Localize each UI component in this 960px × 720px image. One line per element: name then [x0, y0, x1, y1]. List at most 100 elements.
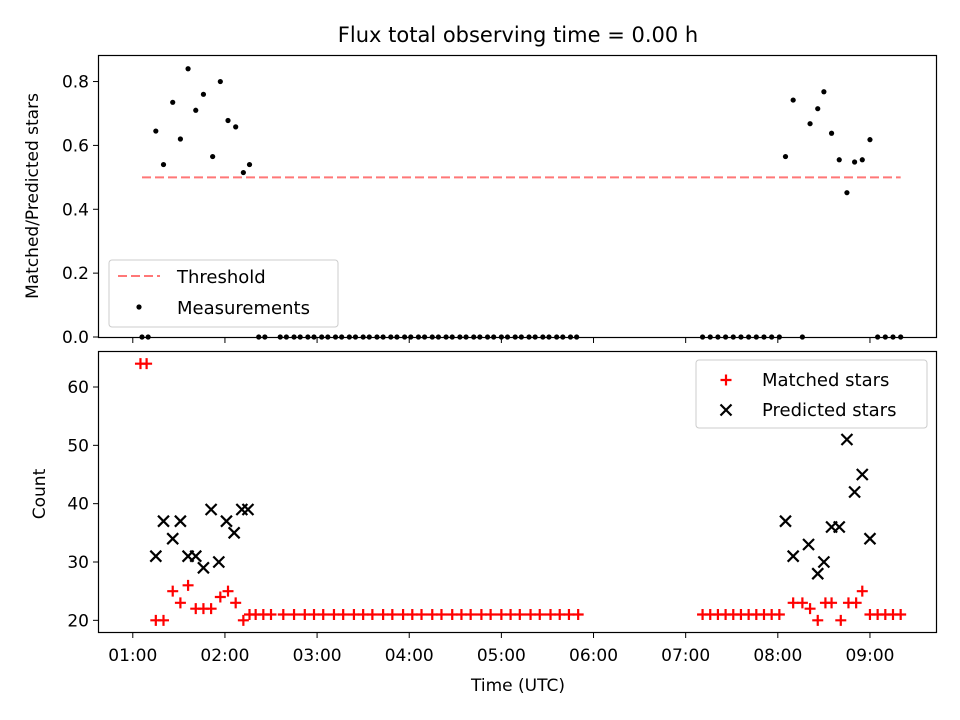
predicted-star-point — [157, 514, 170, 528]
bottom-y-tick-label: 60 — [67, 378, 89, 398]
matched-legend-label: Matched stars — [762, 370, 889, 391]
matched-star-point — [337, 609, 349, 620]
matched-star-point — [141, 358, 153, 370]
x-axis-label: Time (UTC) — [470, 676, 565, 696]
predicted-star-point — [241, 503, 255, 516]
measurement-point — [828, 130, 835, 136]
matched-star-point — [826, 597, 838, 609]
predicted-legend-label: Predicted stars — [762, 400, 896, 421]
matched-star-point — [366, 609, 378, 620]
top-y-tick-label: 0.6 — [62, 136, 89, 156]
measurement-point — [233, 124, 239, 130]
matched-star-point — [416, 609, 428, 620]
predicted-star-point — [779, 514, 792, 528]
predicted-star-point — [802, 538, 815, 551]
top-y-tick-label: 0.0 — [62, 328, 89, 348]
predicted-star-point — [786, 549, 800, 563]
top-y-axis-label: Matched/Predicted stars — [23, 93, 43, 299]
x-tick-label: 07:00 — [661, 646, 710, 666]
predicted-star-point — [840, 433, 854, 446]
x-tick-label: 02:00 — [200, 646, 249, 666]
matched-star-point — [455, 609, 467, 620]
matched-star-point — [835, 614, 847, 626]
matched-star-point — [317, 609, 329, 620]
measurement-point — [153, 128, 159, 134]
chart-title: Flux total observing time = 0.00 h — [338, 23, 698, 47]
bottom-x-ticks: 01:00 02:00 03:00 04:00 05:00 06:00 07:00 08:00… — [108, 632, 894, 666]
bottom-axes-frame — [97, 350, 938, 634]
matched-star-point — [377, 609, 389, 620]
matched-star-point — [534, 609, 546, 620]
matched-star-point — [167, 585, 179, 597]
bottom-y-axis-label: Count — [30, 468, 50, 519]
matched-star-point — [426, 609, 438, 620]
measurement-point — [782, 153, 789, 160]
matched-star-point — [435, 609, 447, 620]
predicted-star-point — [817, 555, 831, 569]
measurements-legend-label: Measurements — [177, 298, 310, 319]
predicted-star-point — [174, 514, 187, 528]
measurement-point — [867, 137, 873, 143]
matched-star-point — [205, 603, 217, 615]
bottom-y-tick-label: 40 — [67, 495, 89, 515]
measurement-point — [185, 66, 191, 72]
matched-star-point — [265, 609, 277, 620]
predicted-star-point — [863, 532, 877, 545]
predicted-star-point — [227, 526, 241, 540]
matched-star-point — [348, 609, 360, 620]
predicted-star-point — [235, 503, 249, 516]
measurement-point — [836, 157, 842, 163]
matched-star-point — [495, 609, 507, 620]
matched-star-point — [230, 597, 242, 609]
x-tick-label: 04:00 — [385, 646, 434, 666]
measurement-point — [240, 169, 246, 176]
top-legend: Threshold Measurements — [108, 259, 339, 328]
matched-star-point — [554, 609, 566, 620]
predicted-star-point — [197, 561, 210, 575]
bottom-panel: 20 30 40 50 60 01:00 02:00 03:00 04:00 05:00 06:0… — [30, 350, 938, 696]
predicted-star-point — [166, 532, 179, 545]
predicted-star-point — [212, 555, 226, 569]
matched-star-point — [465, 609, 477, 620]
matched-star-point — [237, 614, 249, 626]
matched-star-point — [525, 609, 537, 620]
matched-star-point — [182, 579, 194, 591]
bottom-legend-box — [695, 359, 928, 429]
matched-star-point — [328, 609, 340, 620]
predicted-star-point — [832, 520, 846, 534]
matched-star-point — [895, 609, 907, 620]
top-y-tick-label: 0.2 — [62, 264, 89, 284]
x-tick-label: 05:00 — [477, 646, 526, 666]
bottom-plot-area — [134, 358, 907, 626]
measurement-point — [225, 117, 231, 124]
x-tick-label: 06:00 — [569, 646, 618, 666]
measurement-point — [859, 157, 865, 163]
bottom-y-tick-label: 50 — [67, 436, 89, 456]
top-y-tick-label: 0.8 — [62, 73, 89, 93]
matched-star-point — [299, 609, 311, 620]
x-tick-label: 03:00 — [293, 646, 342, 666]
top-legend-box — [108, 259, 339, 328]
measurement-point — [844, 190, 850, 196]
predicted-star-point — [204, 503, 218, 516]
top-panel: 0.00.20.40.60.8 Matched/Predicted stars … — [23, 54, 938, 348]
matched-star-point — [308, 609, 320, 620]
matched-star-point — [787, 597, 799, 609]
matched-star-point — [796, 597, 808, 609]
matched-star-point — [485, 609, 497, 620]
measurement-point — [821, 89, 827, 95]
predicted-star-point — [149, 549, 163, 563]
measurement-point — [807, 121, 813, 127]
measurement-point — [217, 78, 223, 85]
matched-star-point — [222, 585, 234, 597]
x-tick-label: 09:00 — [845, 646, 894, 666]
matched-star-point — [386, 609, 398, 620]
matched-star-point — [288, 609, 300, 620]
matched-star-point — [174, 597, 186, 609]
predicted-star-point — [189, 549, 203, 563]
top-y-ticks: 0.0 0.2 0.4 0.6 0.8 — [62, 73, 99, 348]
matched-star-point — [850, 597, 862, 609]
measurement-point — [200, 91, 207, 97]
predicted-legend-marker — [719, 403, 733, 417]
